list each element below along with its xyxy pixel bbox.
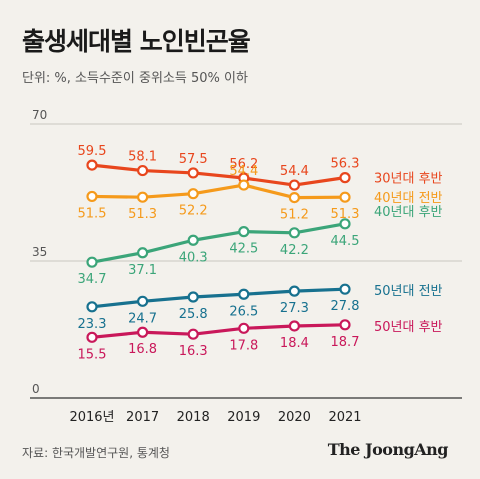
series-name-label: 50년대 전반 [374,284,443,299]
data-point [86,331,98,343]
data-point [187,291,199,303]
x-tick-label: 2021 [328,410,361,425]
x-tick-label: 2017 [126,410,159,425]
data-point [339,283,351,295]
data-point [288,285,300,297]
data-point [187,188,199,200]
data-label: 27.8 [331,299,360,314]
x-tick-label: 2016년 [69,410,114,425]
x-tick-label: 2020 [278,410,311,425]
data-point [288,191,300,204]
data-label: 58.1 [128,150,157,165]
data-label: 59.5 [78,144,107,159]
data-label: 56.3 [331,157,360,172]
data-point [86,190,98,203]
data-point [137,191,149,203]
data-point [288,227,300,239]
data-label: 52.2 [179,204,208,219]
data-label: 51.3 [331,207,360,222]
chart-title: 출생세대별 노인빈곤율 [22,27,251,56]
y-tick-label: 0 [32,382,40,396]
data-label: 40.3 [179,250,208,265]
data-label: 23.3 [78,317,107,332]
data-label: 15.5 [78,347,107,362]
y-tick-label: 35 [32,245,47,259]
data-point [339,218,351,230]
series-line-2 [91,222,346,264]
data-label: 57.5 [179,152,208,167]
data-point [288,179,300,191]
series-name-label: 50년대 후반 [374,320,443,335]
series-line-0 [91,163,346,187]
data-label: 18.4 [280,336,309,351]
data-label: 17.8 [229,338,258,353]
data-point [238,322,250,334]
data-point [288,320,300,332]
data-label: 54.4 [280,164,309,179]
series-name-label: 30년대 후반 [374,172,443,187]
data-point [137,295,149,307]
data-label: 51.3 [128,207,157,222]
series-line-4 [91,323,346,339]
series-line-1 [91,183,346,200]
data-label: 16.3 [179,344,208,359]
data-point [137,247,149,259]
x-tick-label: 2018 [177,410,210,425]
data-point [86,301,98,313]
data-point [339,319,351,331]
data-point [238,226,250,238]
data-point [238,179,250,191]
data-label: 44.5 [331,234,360,249]
series-name-label: 40년대 후반 [374,205,443,220]
data-label: 27.3 [280,301,309,316]
data-point [339,191,351,203]
x-tick-label: 2019 [227,410,260,425]
data-label: 34.7 [78,272,107,287]
data-label: 25.8 [179,307,208,322]
data-point [339,172,351,184]
data-label: 51.5 [78,206,107,221]
data-label: 42.5 [229,242,258,257]
brand-logo: The JoongAng [327,440,449,459]
data-point [86,256,98,268]
series-line-3 [91,287,346,309]
data-label: 37.1 [128,263,157,278]
data-point [137,164,149,177]
data-label: 54.4 [229,164,258,179]
data-point [187,234,199,246]
data-label: 16.8 [128,342,157,357]
series-name-label: 40년대 전반 [374,191,443,206]
data-label: 24.7 [128,311,157,326]
data-label: 42.2 [280,243,309,258]
data-point [187,167,199,179]
data-point [187,328,199,340]
data-label: 56.2 [229,157,258,172]
data-label: 51.2 [280,208,309,223]
data-label: 18.7 [331,335,360,350]
data-point [137,326,149,338]
data-point [86,159,98,171]
chart-subtitle: 단위: %, 소득수준이 중위소득 50% 이하 [22,71,248,86]
data-label: 26.5 [229,304,258,319]
data-point [238,288,250,300]
y-tick-label: 70 [32,108,47,122]
source-note: 자료: 한국개발연구원, 통계청 [22,446,170,460]
